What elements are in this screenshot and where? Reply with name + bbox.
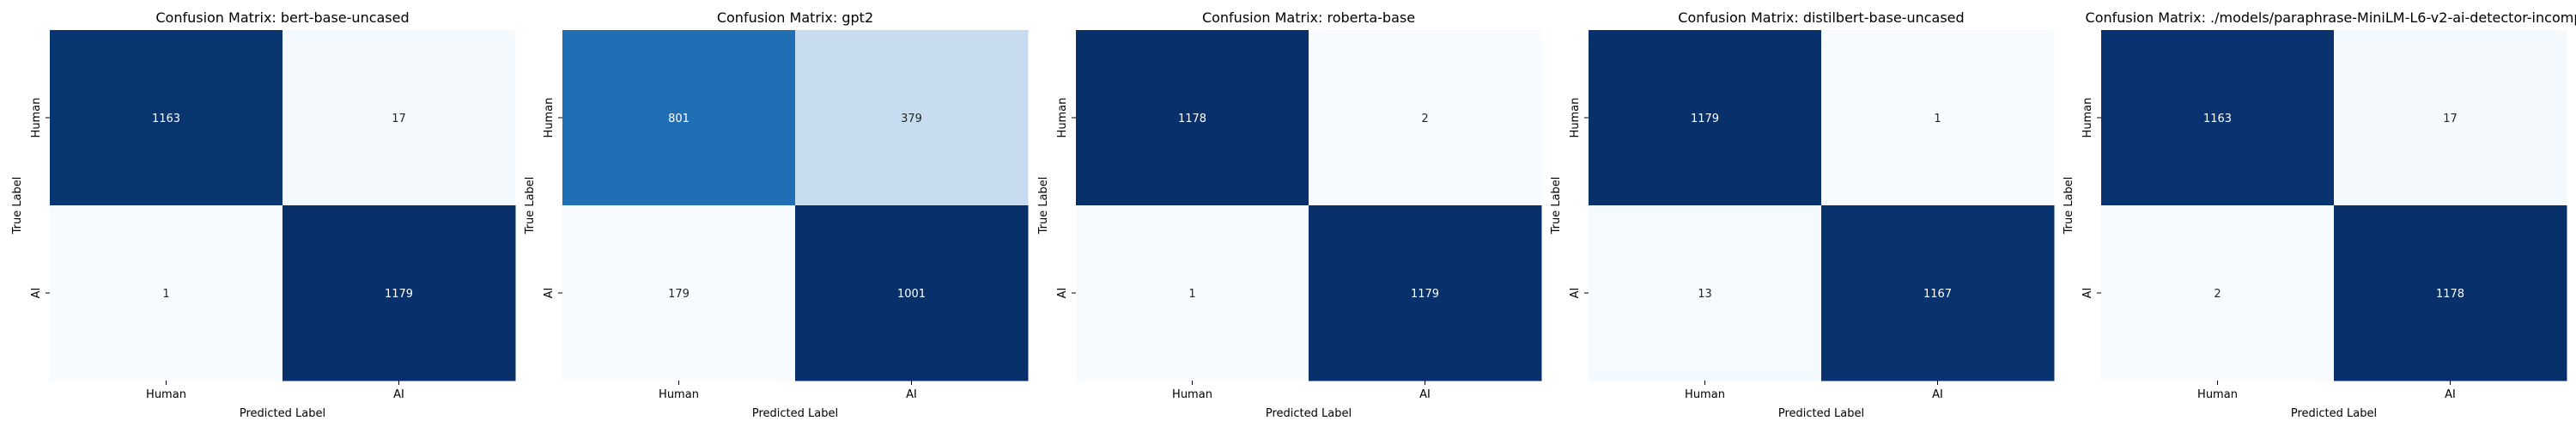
- panel-3-cell-human-ai: [1309, 30, 1542, 206]
- panel-2-value-0-1: 379: [901, 113, 922, 125]
- panel-5-cell-human-ai: [2334, 30, 2567, 206]
- panel-3-cell-ai-ai: [1309, 205, 1542, 381]
- panel-3-ytick-label-1: AI: [1056, 288, 1069, 299]
- panel-1-value-1-0: 1: [162, 288, 169, 301]
- panel-3-value-0-0: 1178: [1178, 113, 1206, 125]
- panel-4-value-0-0: 1179: [1691, 113, 1719, 125]
- panel-5-cell-human-human: [2101, 30, 2335, 206]
- panel-3-xlabel: Predicted Label: [1266, 407, 1352, 420]
- panel-2-ytick-label-1: AI: [543, 288, 556, 299]
- panel-1-xtick-label-1: AI: [393, 388, 404, 401]
- panel-3-value-1-1: 1179: [1411, 288, 1439, 301]
- panel-5-ytick-label-1: AI: [2081, 288, 2094, 299]
- panel-2-xtick-label-1: AI: [906, 388, 917, 401]
- panel-3-title: Confusion Matrix: roberta-base: [1202, 9, 1415, 26]
- panel-2-cell-human-human: [562, 30, 796, 206]
- panel-5-ylabel: True Label: [2063, 177, 2075, 235]
- panel-3-value-0-1: 2: [1421, 113, 1428, 125]
- panel-1-xlabel: Predicted Label: [240, 407, 325, 420]
- panel-2-ylabel: True Label: [524, 177, 537, 235]
- panel-4-xtick-label-0: Human: [1685, 388, 1725, 401]
- panel-5-ytick-label-0: Human: [2081, 98, 2094, 138]
- panel-4-value-1-1: 1167: [1923, 288, 1952, 301]
- panel-2-title: Confusion Matrix: gpt2: [717, 9, 873, 26]
- panel-2-ytick-label-0: Human: [543, 98, 556, 138]
- panel-5-cell-ai-ai: [2334, 205, 2567, 381]
- panel-4-cell-human-ai: [1821, 30, 2055, 206]
- panel-2-value-1-0: 179: [668, 288, 690, 301]
- panel-1-value-1-1: 1179: [385, 288, 413, 301]
- panel-1-cell-ai-ai: [283, 205, 516, 381]
- panel-4-title: Confusion Matrix: distilbert-base-uncase…: [1678, 9, 1964, 26]
- panel-2-cell-human-ai: [795, 30, 1029, 206]
- panel-1-title: Confusion Matrix: bert-base-uncased: [155, 9, 409, 26]
- panel-4-value-1-0: 13: [1698, 288, 1712, 301]
- panel-4-cell-ai-human: [1589, 205, 1822, 381]
- panel-5-xtick-label-0: Human: [2197, 388, 2238, 401]
- panel-2-cell-ai-human: [562, 205, 796, 381]
- panel-4-cell-ai-ai: [1821, 205, 2055, 381]
- panel-5-value-0-0: 1163: [2203, 113, 2232, 125]
- panel-1-ylabel: True Label: [11, 177, 24, 235]
- panel-5-xlabel: Predicted Label: [2291, 407, 2377, 420]
- panel-1-cell-human-human: [50, 30, 283, 206]
- panel-1-cell-human-ai: [283, 30, 516, 206]
- panel-3-xtick-label-0: Human: [1172, 388, 1212, 401]
- panel-4-cell-human-human: [1589, 30, 1822, 206]
- panel-4-ytick-label-0: Human: [1569, 98, 1582, 138]
- panel-5-value-1-0: 2: [2214, 288, 2221, 301]
- panel-2-value-0-0: 801: [668, 113, 690, 125]
- panel-1-value-0-1: 17: [392, 113, 406, 125]
- panel-1-cell-ai-human: [50, 205, 283, 381]
- panel-3-cell-ai-human: [1076, 205, 1309, 381]
- panel-5-cell-ai-human: [2101, 205, 2335, 381]
- panel-2-xtick-label-0: Human: [659, 388, 699, 401]
- panel-4-value-0-1: 1: [1934, 113, 1941, 125]
- panel-3-cell-human-human: [1076, 30, 1309, 206]
- panel-4-ylabel: True Label: [1550, 177, 1563, 235]
- panel-3-value-1-0: 1: [1188, 288, 1195, 301]
- panel-2-value-1-1: 1001: [897, 288, 926, 301]
- panel-3-ylabel: True Label: [1037, 177, 1050, 235]
- panel-2-xlabel: Predicted Label: [752, 407, 838, 420]
- panel-1-value-0-0: 1163: [152, 113, 180, 125]
- panel-5-xtick-label-1: AI: [2445, 388, 2456, 401]
- panel-1-xtick-label-0: Human: [146, 388, 186, 401]
- panel-5-title: Confusion Matrix: ./models/paraphrase-Mi…: [2086, 9, 2576, 26]
- panel-3-ytick-label-0: Human: [1056, 98, 1069, 138]
- panel-4-xtick-label-1: AI: [1932, 388, 1943, 401]
- panel-1-ytick-label-0: Human: [30, 98, 43, 138]
- panel-1-ytick-label-1: AI: [30, 288, 43, 299]
- panel-4-xlabel: Predicted Label: [1778, 407, 1864, 420]
- panel-2-cell-ai-ai: [795, 205, 1029, 381]
- panel-5-value-0-1: 17: [2443, 113, 2458, 125]
- panel-4-ytick-label-1: AI: [1569, 288, 1582, 299]
- panel-3-xtick-label-1: AI: [1419, 388, 1431, 401]
- panel-5-value-1-1: 1178: [2436, 288, 2464, 301]
